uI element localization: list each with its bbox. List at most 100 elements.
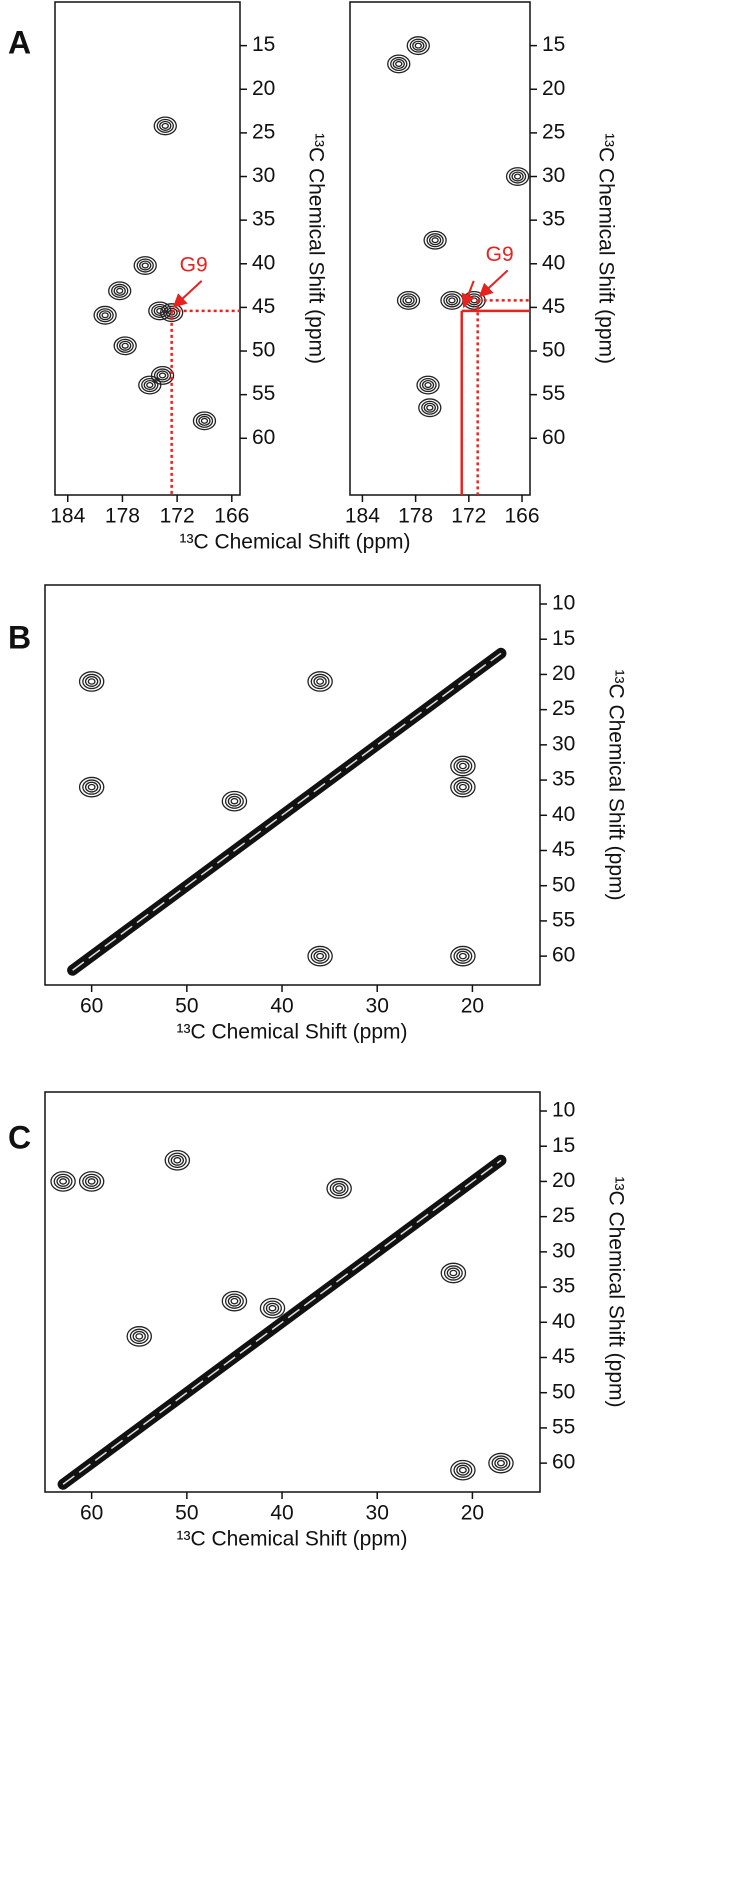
contour-level <box>456 760 470 772</box>
contour-level <box>113 285 126 296</box>
contour-level <box>426 233 444 248</box>
x-tick-label: 50 <box>175 1502 198 1525</box>
contour-level <box>132 1330 146 1342</box>
contour-level <box>259 1297 286 1319</box>
contour-level <box>446 1267 461 1279</box>
contour-level <box>424 382 432 389</box>
peak <box>221 790 248 812</box>
contour-level <box>419 378 437 393</box>
y-tick-label: 60 <box>542 426 565 449</box>
contour-level <box>151 303 169 318</box>
contour-level <box>450 1459 476 1481</box>
contour-level <box>59 1178 68 1185</box>
contour-level <box>443 1265 463 1281</box>
x-tick-label: 20 <box>461 1502 484 1525</box>
x-tick-label: 172 <box>451 505 486 528</box>
peak <box>93 305 117 325</box>
contour-level <box>458 1466 467 1474</box>
contour-level <box>78 1171 105 1192</box>
peak <box>450 755 476 777</box>
contour-level <box>470 297 478 304</box>
peak <box>326 1178 352 1199</box>
y-tick-label: 15 <box>252 33 275 56</box>
y-tick-label: 15 <box>552 1134 575 1157</box>
contour-level <box>173 1157 182 1164</box>
peak <box>78 776 105 798</box>
contour-level <box>458 762 467 770</box>
peak <box>192 411 217 431</box>
plot-frame <box>349 1 531 496</box>
peak <box>108 281 132 301</box>
y-tick-label: 30 <box>542 164 565 187</box>
contour-level <box>230 797 239 805</box>
plot-frame <box>44 1091 541 1493</box>
y-tick-label: 25 <box>552 697 575 720</box>
contour-level <box>511 171 524 182</box>
contour-level <box>126 1326 152 1347</box>
y-tick-label: 35 <box>542 208 565 231</box>
contour-level <box>395 60 403 68</box>
y-tick-label: 50 <box>552 873 575 896</box>
plot-frame <box>54 1 241 496</box>
y-axis-label: ¹³C Chemical Shift (ppm) <box>304 133 327 364</box>
peak <box>387 54 411 74</box>
x-tick-label: 50 <box>175 995 198 1018</box>
contour-level <box>263 1300 282 1316</box>
contour-level <box>396 290 421 310</box>
y-tick-label: 40 <box>252 251 275 274</box>
y-tick-label: 55 <box>542 382 565 405</box>
contour-level <box>449 1269 458 1277</box>
annotation: G9 <box>486 243 514 266</box>
contour-level <box>387 54 411 74</box>
arrow <box>172 280 203 308</box>
contour-level <box>227 1295 242 1307</box>
peak <box>396 290 421 310</box>
arrow <box>461 280 475 309</box>
y-tick-label: 40 <box>552 803 575 826</box>
contour-level <box>200 417 209 424</box>
contour-level <box>96 308 114 323</box>
contour-level <box>426 404 434 411</box>
contour-level <box>98 310 112 321</box>
contour-level <box>156 370 169 381</box>
y-tick-label: 50 <box>542 339 565 362</box>
y-tick-label: 20 <box>542 77 565 100</box>
peak <box>307 671 333 692</box>
contour-level <box>84 675 99 687</box>
y-tick-label: 25 <box>552 1204 575 1227</box>
contour-level <box>453 1462 473 1478</box>
panel-label: A <box>8 24 31 60</box>
contour-level <box>450 755 476 777</box>
contour-level <box>508 169 527 184</box>
x-axis-label: ¹³C Chemical Shift (ppm) <box>176 1528 407 1551</box>
y-tick-label: 35 <box>552 1275 575 1298</box>
contour-level <box>156 118 174 133</box>
y-tick-label: 20 <box>252 77 275 100</box>
x-tick-label: 178 <box>398 505 433 528</box>
y-axis-label: ¹³C Chemical Shift (ppm) <box>594 133 617 364</box>
contour-level <box>227 795 242 807</box>
peak <box>450 1459 476 1481</box>
peak <box>416 375 440 395</box>
contour-level <box>453 779 473 795</box>
contour-level <box>440 1262 467 1284</box>
y-tick-label: 10 <box>552 592 575 615</box>
contour-level <box>221 1290 248 1312</box>
peak <box>488 1452 514 1474</box>
contour-level <box>326 1178 352 1199</box>
peak <box>133 256 157 275</box>
contour-level <box>453 758 473 774</box>
y-tick-label: 10 <box>552 1099 575 1122</box>
contour-level <box>316 678 325 685</box>
contour-level <box>488 1452 514 1474</box>
contour-level <box>402 295 415 306</box>
contour-level <box>153 305 166 316</box>
contour-level <box>416 375 440 395</box>
contour-level <box>448 297 456 304</box>
contour-level <box>146 382 154 389</box>
contour-level <box>143 380 156 391</box>
peak <box>50 1171 76 1192</box>
contour-level <box>224 1293 244 1309</box>
y-tick-label: 40 <box>542 251 565 274</box>
contour-level <box>82 1173 102 1190</box>
